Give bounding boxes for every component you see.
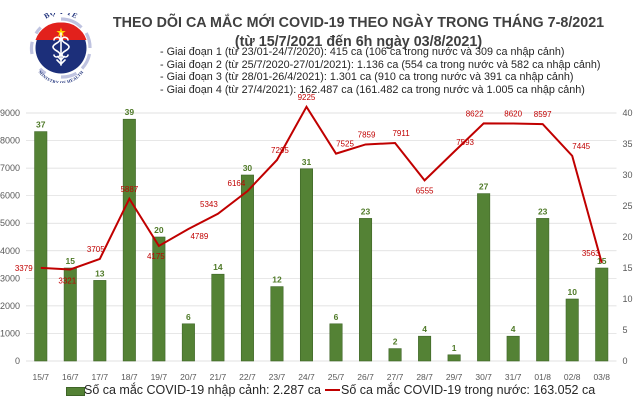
svg-text:20/7: 20/7	[180, 372, 197, 382]
svg-text:6000: 6000	[0, 191, 20, 201]
svg-text:21/7: 21/7	[210, 372, 227, 382]
svg-text:02/8: 02/8	[564, 372, 581, 382]
svg-text:10: 10	[567, 287, 577, 297]
svg-text:3321: 3321	[58, 276, 76, 285]
svg-text:18/7: 18/7	[121, 372, 138, 382]
svg-text:4789: 4789	[190, 232, 208, 241]
svg-text:9225: 9225	[298, 93, 316, 102]
svg-text:4: 4	[511, 324, 516, 334]
svg-text:37: 37	[36, 120, 46, 130]
svg-text:25: 25	[623, 201, 633, 211]
svg-text:29/7: 29/7	[446, 372, 463, 382]
svg-text:20: 20	[623, 232, 633, 242]
svg-text:7445: 7445	[572, 142, 590, 151]
svg-text:6: 6	[334, 312, 339, 322]
svg-text:27/7: 27/7	[387, 372, 404, 382]
svg-text:03/8: 03/8	[593, 372, 610, 382]
svg-text:15/7: 15/7	[32, 372, 49, 382]
svg-text:12: 12	[272, 275, 282, 285]
svg-text:15: 15	[66, 256, 76, 266]
svg-text:7000: 7000	[0, 163, 20, 173]
svg-text:5343: 5343	[200, 200, 218, 209]
svg-text:8000: 8000	[0, 136, 20, 146]
svg-text:16/7: 16/7	[62, 372, 79, 382]
svg-text:14: 14	[213, 262, 223, 272]
svg-text:19/7: 19/7	[151, 372, 168, 382]
svg-text:1000: 1000	[0, 328, 20, 338]
svg-text:6164: 6164	[228, 179, 246, 188]
svg-text:01/8: 01/8	[534, 372, 551, 382]
svg-text:3000: 3000	[0, 273, 20, 283]
svg-text:7859: 7859	[358, 130, 376, 139]
svg-text:3705: 3705	[87, 245, 105, 254]
svg-text:8597: 8597	[534, 110, 552, 119]
svg-text:17/7: 17/7	[92, 372, 109, 382]
svg-text:7911: 7911	[392, 129, 410, 138]
svg-text:39: 39	[125, 107, 135, 117]
svg-text:2000: 2000	[0, 301, 20, 311]
svg-text:13: 13	[95, 268, 105, 278]
svg-text:23: 23	[538, 206, 548, 216]
svg-text:26/7: 26/7	[357, 372, 374, 382]
svg-text:7593: 7593	[456, 138, 474, 147]
svg-text:5: 5	[623, 325, 628, 335]
svg-text:10: 10	[623, 294, 633, 304]
svg-text:1: 1	[452, 343, 457, 353]
svg-text:31: 31	[302, 157, 312, 167]
svg-text:22/7: 22/7	[239, 372, 256, 382]
svg-text:27: 27	[479, 182, 489, 192]
svg-text:3563: 3563	[582, 249, 600, 258]
svg-text:40: 40	[623, 108, 633, 118]
svg-text:4000: 4000	[0, 246, 20, 256]
svg-text:6: 6	[186, 312, 191, 322]
svg-text:23/7: 23/7	[269, 372, 286, 382]
svg-text:28/7: 28/7	[416, 372, 433, 382]
svg-text:5000: 5000	[0, 218, 20, 228]
svg-text:2: 2	[393, 337, 398, 347]
svg-text:8622: 8622	[466, 109, 484, 118]
svg-text:3379: 3379	[15, 264, 33, 273]
svg-text:7525: 7525	[336, 140, 354, 149]
svg-text:20: 20	[154, 225, 164, 235]
svg-text:0: 0	[623, 356, 628, 366]
svg-text:5887: 5887	[120, 185, 138, 194]
svg-text:30: 30	[243, 163, 253, 173]
svg-text:4: 4	[422, 324, 427, 334]
svg-text:30/7: 30/7	[475, 372, 492, 382]
svg-text:8620: 8620	[504, 109, 522, 118]
svg-text:15: 15	[623, 263, 633, 273]
svg-text:35: 35	[623, 139, 633, 149]
svg-text:7295: 7295	[271, 146, 289, 155]
svg-text:30: 30	[623, 170, 633, 180]
svg-text:6555: 6555	[416, 186, 434, 195]
svg-text:24/7: 24/7	[298, 372, 315, 382]
svg-text:31/7: 31/7	[505, 372, 522, 382]
svg-text:4175: 4175	[147, 252, 165, 261]
svg-text:9000: 9000	[0, 108, 20, 118]
svg-text:25/7: 25/7	[328, 372, 345, 382]
svg-text:23: 23	[361, 206, 371, 216]
svg-text:0: 0	[15, 356, 20, 366]
